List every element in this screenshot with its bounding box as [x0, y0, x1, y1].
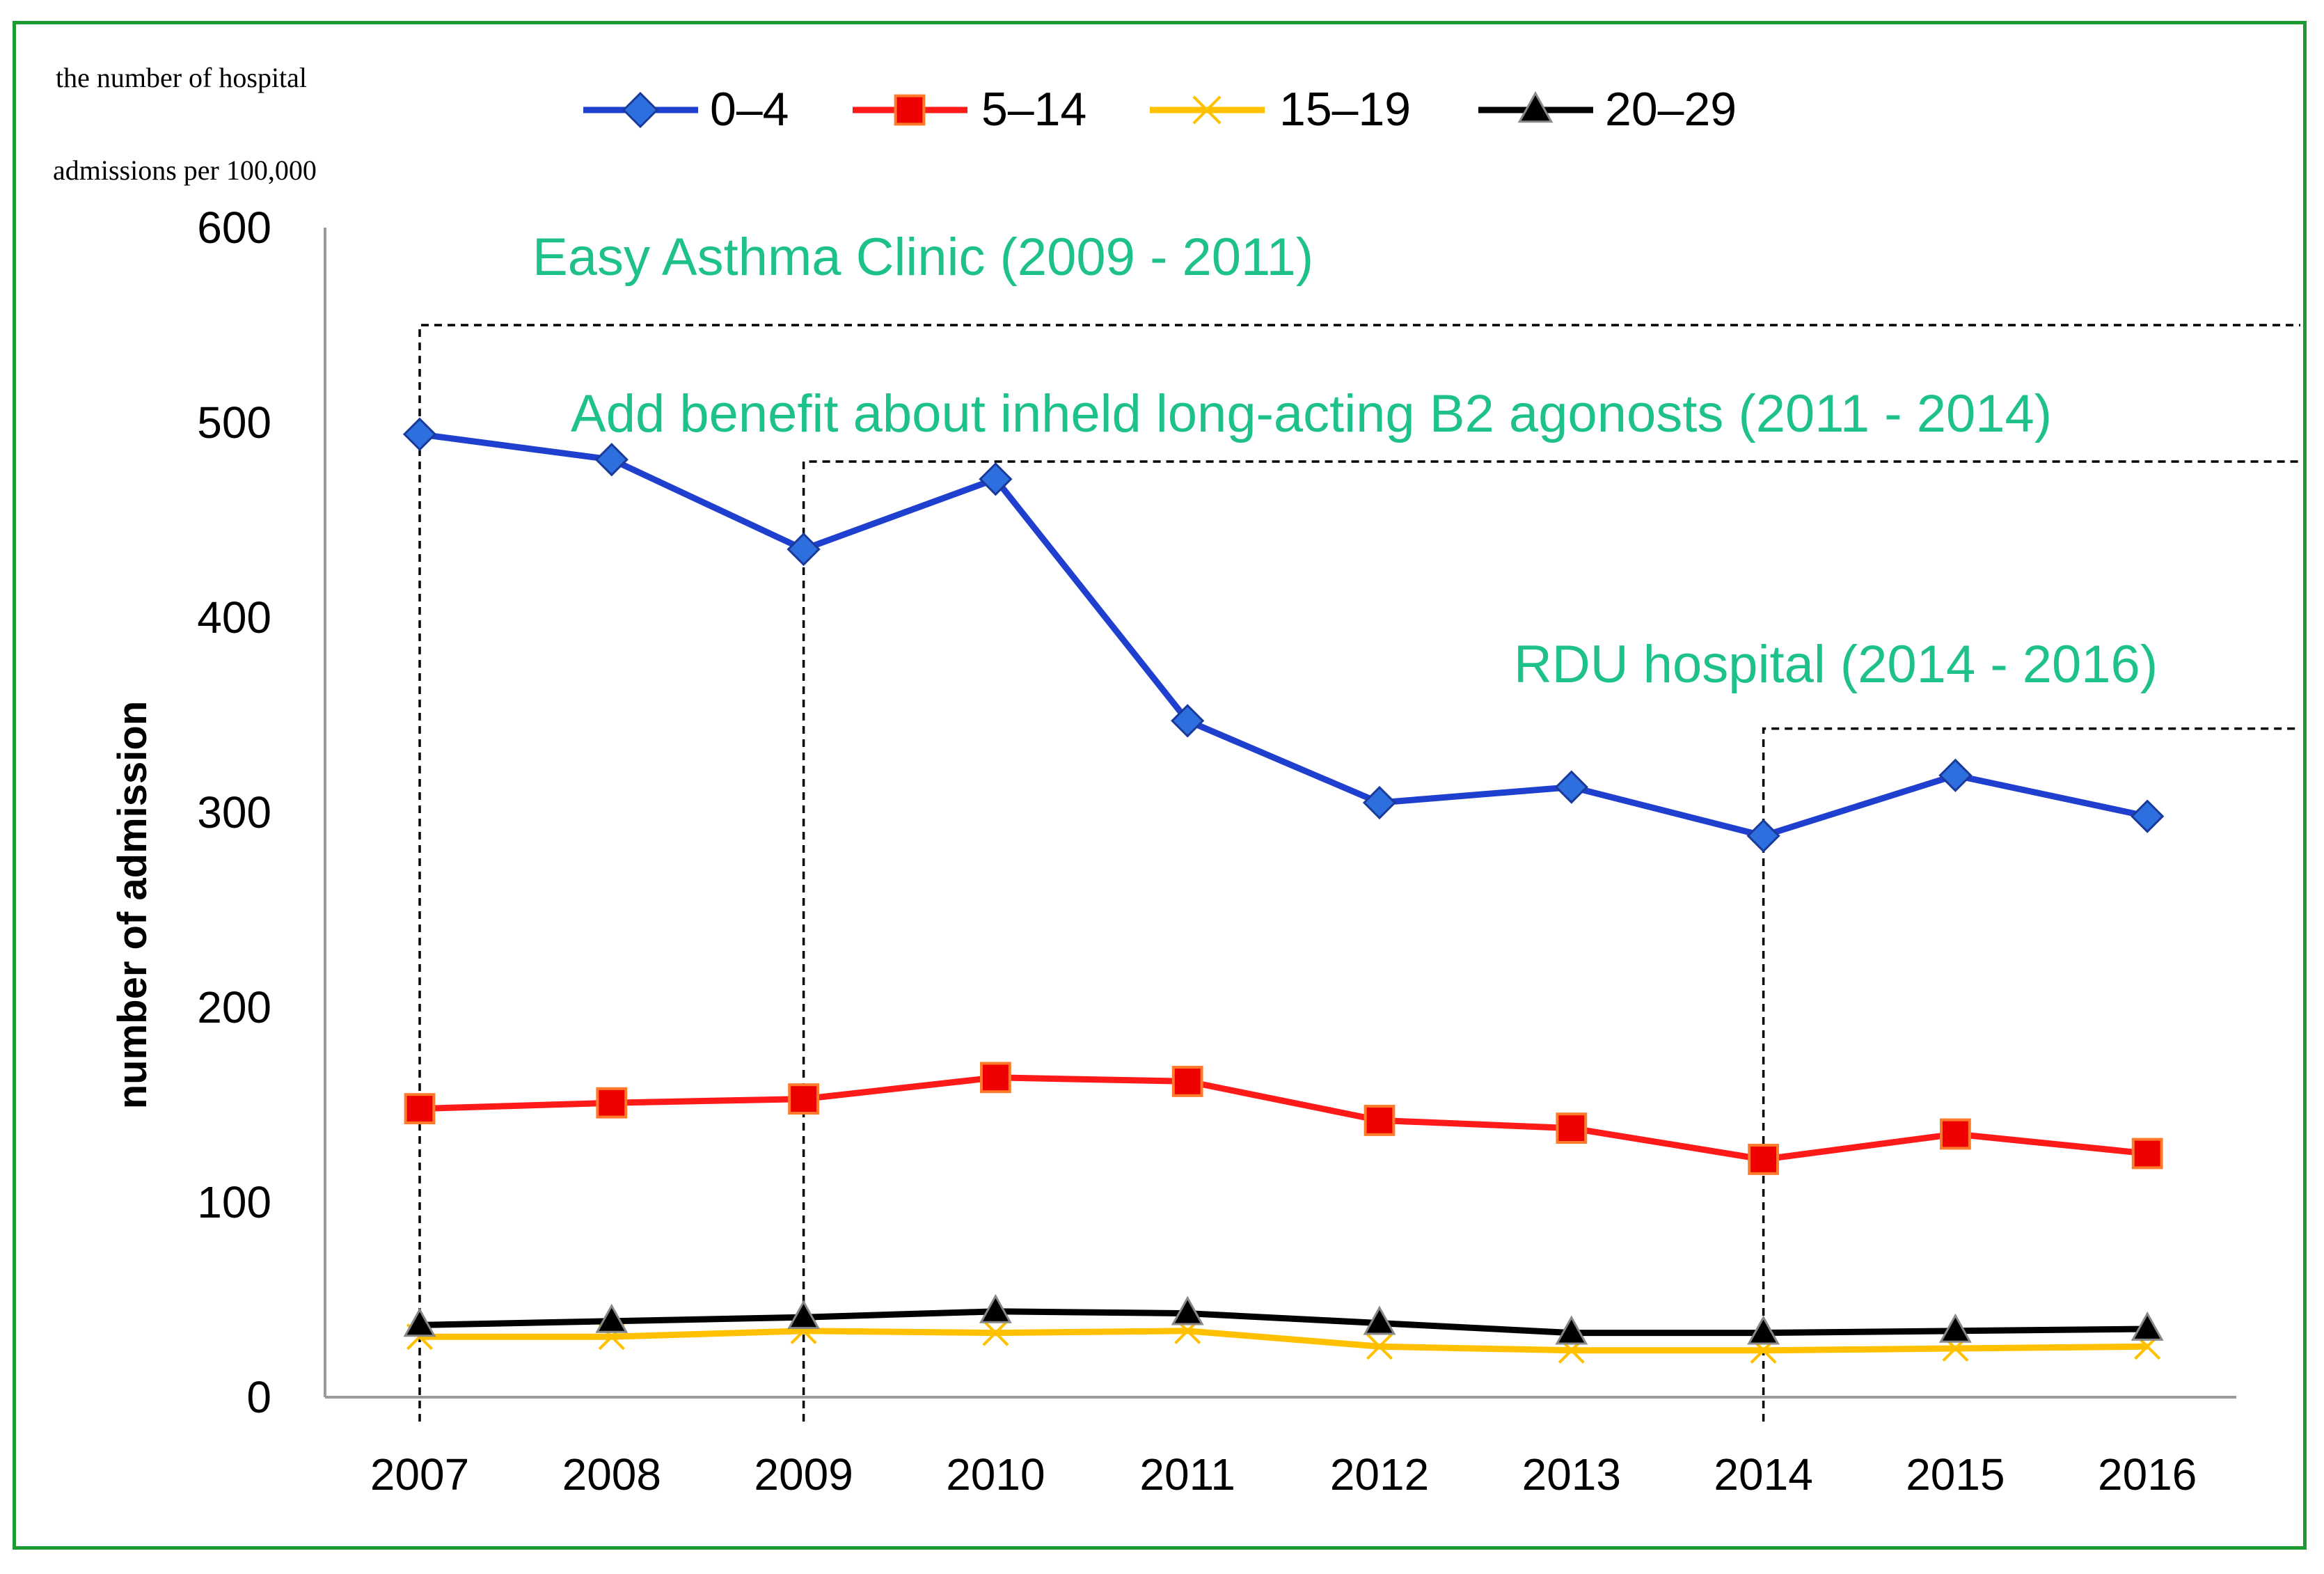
y-tick-label: 0 [246, 1372, 271, 1422]
legend-marker [1192, 95, 1222, 125]
data-point [980, 1062, 1011, 1094]
annotation-bracket [418, 324, 2300, 1422]
data-point [2131, 1311, 2164, 1341]
y-tick-label: 100 [197, 1177, 271, 1227]
data-point [979, 1293, 1012, 1323]
legend-marker [622, 91, 659, 129]
y-tick-label: 300 [197, 787, 271, 837]
x-tick-label: 2009 [754, 1449, 853, 1500]
legend-item: 0–4 [583, 83, 789, 136]
data-point [596, 1087, 628, 1119]
data-point [788, 1083, 819, 1115]
x-tick-label: 2011 [1139, 1449, 1235, 1500]
series-5–14 [404, 1062, 2163, 1175]
annotation-bracket [802, 460, 2300, 1422]
data-point [787, 1300, 821, 1330]
data-point [786, 532, 821, 567]
data-point [2131, 1138, 2163, 1170]
data-point [1938, 1313, 1972, 1343]
x-tick-label: 2013 [1522, 1449, 1621, 1500]
legend-marker [894, 94, 926, 126]
corner-label-line-2: admissions per 100,000 [53, 155, 317, 186]
plot-area [402, 417, 2165, 1364]
legend-label: 15–19 [1279, 83, 1411, 136]
y-tick-label: 600 [197, 203, 271, 253]
data-point [1171, 704, 1205, 738]
axes: 0 100 200 300 400 500 600 2007 2008 2009 2010 2011 2… [197, 203, 2236, 1500]
data-point [1366, 1333, 1393, 1360]
annotation-label: RDU hospital (2014 - 2016) [1514, 635, 2158, 694]
data-point [595, 1303, 629, 1333]
x-tick-label: 2012 [1330, 1449, 1429, 1500]
series-line [420, 1328, 2148, 1354]
data-point [1938, 758, 1973, 792]
legend-item: 20–29 [1478, 83, 1737, 136]
annotation-label: Easy Asthma Clinic (2009 - 2011) [532, 228, 1313, 287]
x-tick-label: 2010 [946, 1449, 1045, 1500]
series-line [419, 1074, 2148, 1163]
series-line [419, 1308, 2148, 1337]
y-tick-label: 400 [197, 592, 271, 643]
annotation-label: Add benefit about inheld long-acting B2 … [571, 384, 2052, 443]
data-point [1940, 1118, 1971, 1150]
data-point [1363, 1105, 1396, 1136]
y-axis-title: number of admission [110, 701, 155, 1110]
data-point [402, 417, 437, 451]
x-tick-label: 2016 [2098, 1449, 2197, 1500]
data-point [403, 1307, 436, 1337]
data-point [1554, 770, 1588, 804]
annotation-bracket [1762, 727, 2300, 1422]
legend-item: 15–19 [1150, 83, 1411, 136]
legend-label: 20–29 [1605, 83, 1737, 136]
annotations: Easy Asthma Clinic (2009 - 2011) Add bene… [418, 228, 2300, 1422]
data-point [1171, 1066, 1203, 1097]
legend-label: 5–14 [981, 83, 1086, 136]
data-point [979, 462, 1013, 496]
legend-item: 5–14 [853, 83, 1086, 136]
data-point [594, 443, 629, 477]
data-point [2131, 799, 2165, 833]
legend-marker [1517, 90, 1554, 123]
series-0–4 [402, 417, 2165, 853]
data-point [1363, 1305, 1396, 1335]
legend: 0–4 5–14 15–19 20–29 [583, 83, 1737, 136]
y-tick-label: 500 [197, 398, 271, 448]
data-point [1746, 819, 1780, 853]
corner-label-line-1: the number of hospital [56, 62, 307, 93]
data-point [1747, 1315, 1780, 1345]
y-tick-label: 200 [197, 982, 271, 1032]
series-line [419, 431, 2149, 840]
data-point [1171, 1296, 1204, 1325]
x-tick-label: 2015 [1906, 1449, 2005, 1500]
data-point [982, 1319, 1009, 1346]
data-point [1362, 785, 1397, 820]
series-15–19 [406, 1317, 2161, 1364]
data-point [1556, 1112, 1588, 1144]
data-point [1555, 1315, 1588, 1345]
x-tick-label: 2008 [562, 1449, 661, 1500]
x-tick-label: 2014 [1714, 1449, 1812, 1500]
series-20–29 [403, 1293, 2164, 1345]
x-tick-label: 2007 [370, 1449, 469, 1500]
legend-label: 0–4 [710, 83, 789, 136]
data-point [404, 1093, 436, 1124]
data-point [1748, 1144, 1779, 1175]
